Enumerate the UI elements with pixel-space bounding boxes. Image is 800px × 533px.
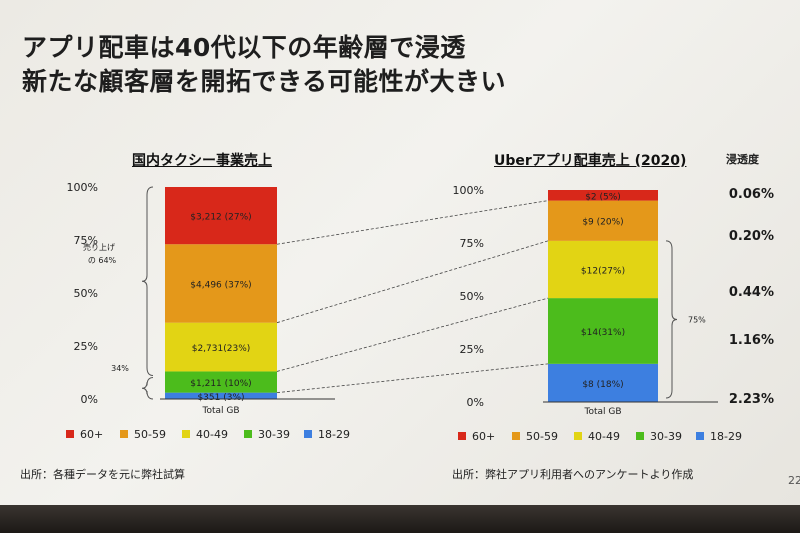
y-tick-label: 100% [453,184,484,197]
connector-dashed-line [276,240,549,324]
brace-annotation: の 64% [88,256,117,265]
y-tick-label: 25% [74,340,98,353]
left-legend-label: 50-59 [134,428,166,441]
bar-segment-50-59 [165,244,277,323]
left-brace-lower [141,376,154,400]
right-legend-label: 30-39 [650,430,682,443]
y-tick-label: 75% [460,237,484,250]
right-source-note: 出所：弊社アプリ利用者へのアンケートより作成 [452,468,694,481]
right-brace [665,240,678,399]
bar-segment-18-29 [548,363,658,402]
connector-dashed-line [276,200,549,245]
left-brace-upper [141,186,154,376]
bar-segment-30-39 [165,371,277,393]
right-legend-swatch [458,432,466,440]
segment-label: $14(31%) [581,328,625,338]
right-legend-swatch [512,432,520,440]
right-legend-label: 50-59 [526,430,558,443]
bar-segment-50-59 [548,200,658,241]
bar-segment-18-29 [165,392,277,399]
bar-segment-30-39 [548,298,658,364]
right-chart-title: Uberアプリ配車売上 (2020) [494,153,687,169]
brace-annotation: 75% [688,315,706,324]
penetration-header: 浸透度 [726,152,760,166]
page-number: 22 [788,474,800,487]
left-legend-label: 60+ [80,428,103,441]
segment-label: $1,211 (10%) [190,379,251,389]
right-legend-label: 40-49 [588,430,620,443]
left-legend-label: 40-49 [196,428,228,441]
left-source-note: 出所：各種データを元に弊社試算 [20,468,185,481]
category-label: Total GB [201,406,239,416]
brace-annotation: 売り上げ [83,242,115,252]
penetration-value: 0.44% [729,285,774,300]
penetration-value: 0.20% [729,229,774,244]
penetration-value: 2.23% [729,392,774,407]
left-legend-swatch [120,430,128,438]
segment-label: $2 (5%) [585,192,621,202]
right-legend-label: 60+ [472,430,495,443]
left-legend-swatch [304,430,312,438]
slide-title-line-1: アプリ配車は40代以下の年齢層で浸透 [22,33,466,62]
left-legend-label: 18-29 [318,428,350,441]
right-legend-swatch [574,432,582,440]
penetration-value: 0.06% [729,187,774,202]
y-tick-label: 0% [81,393,98,406]
y-tick-label: 50% [460,290,484,303]
segment-label: $4,496 (37%) [190,280,251,290]
slide-title-line-2: 新たな顧客層を開拓できる可能性が大きい [22,67,507,96]
penetration-value: 1.16% [729,333,774,348]
projector-floor [0,505,800,533]
bar-segment-40-49 [548,240,658,299]
y-tick-label: 100% [67,181,98,194]
right-legend-label: 18-29 [710,430,742,443]
left-legend-label: 30-39 [258,428,290,441]
segment-label: $9 (20%) [582,218,623,228]
left-chart-title: 国内タクシー事業売上 [132,153,272,169]
y-tick-label: 0% [467,396,484,409]
bar-segment-60+ [548,190,658,201]
brace-annotation: 34% [111,364,129,373]
left-legend-swatch [182,430,190,438]
charts-canvas: 100% 75% 50% 25% 0% $351 (3%) $1,211 (10%) $2,7… [66,152,774,443]
connector-dashed-line [276,363,549,394]
y-tick-label: 75% [74,234,98,247]
right-legend-swatch [636,432,644,440]
right-legend-swatch [696,432,704,440]
category-label: Total GB [583,407,621,417]
connector-dashed-line [276,297,549,372]
segment-label: $3,212 (27%) [190,213,251,223]
left-legend-swatch [66,430,74,438]
bar-segment-40-49 [165,322,277,372]
y-tick-label: 50% [74,287,98,300]
segment-label: $351 (3%) [197,393,244,403]
slide: アプリ配車は40代以下の年齢層で浸透 新たな顧客層を開拓できる可能性が大きい 国… [0,0,800,505]
y-tick-label: 25% [460,343,484,356]
segment-label: $2,731(23%) [192,344,251,354]
segment-label: $8 (18%) [582,380,623,390]
bar-segment-60+ [165,187,277,245]
left-legend-swatch [244,430,252,438]
segment-label: $12(27%) [581,267,625,277]
